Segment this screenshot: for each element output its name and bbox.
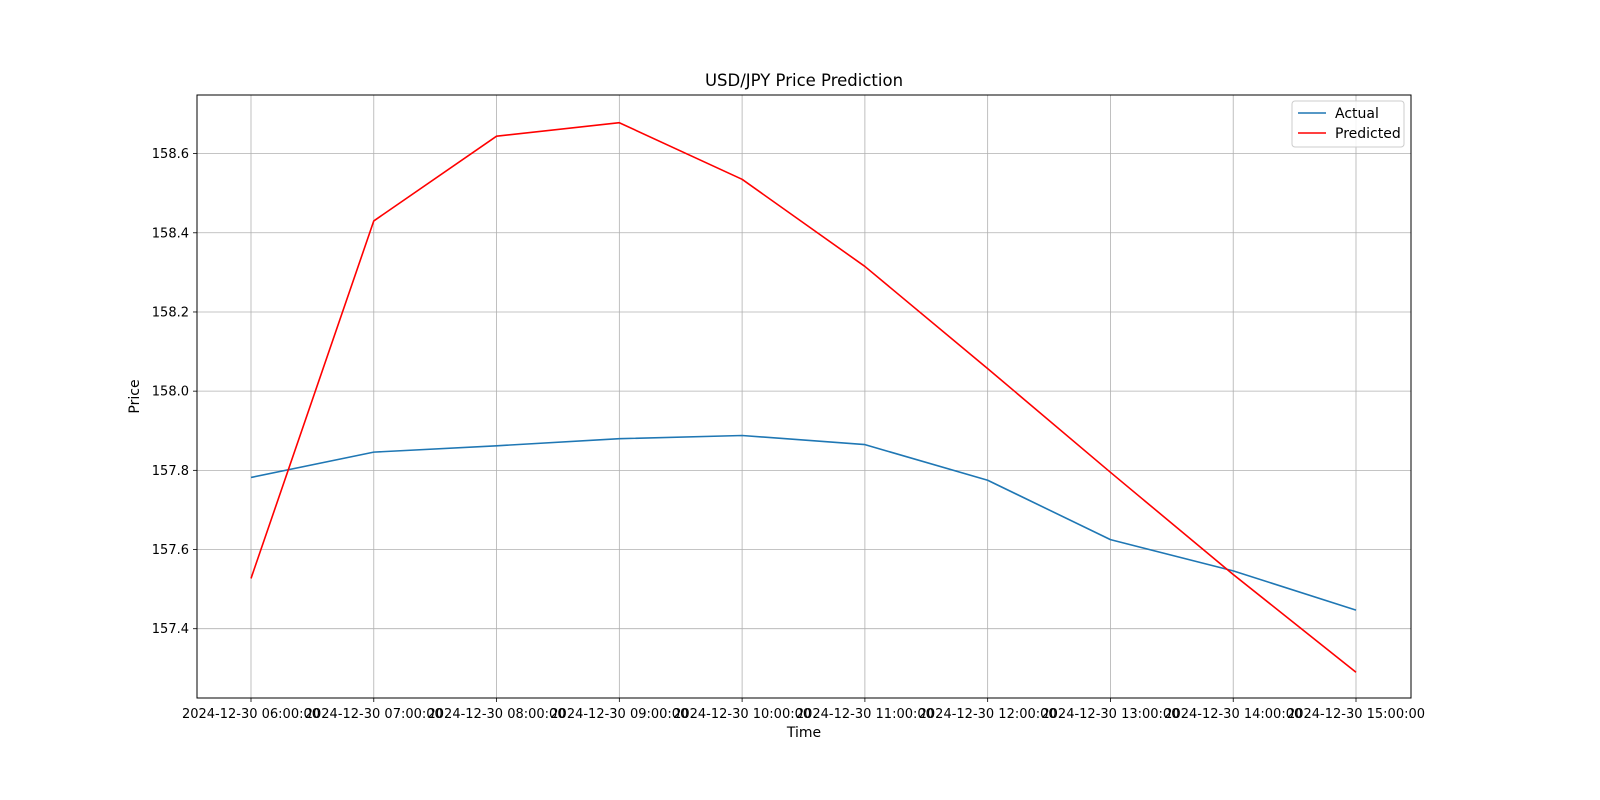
x-tick-label: 2024-12-30 08:00:00 — [428, 707, 566, 722]
legend: Actual Predicted — [1291, 100, 1405, 148]
grid-lines — [197, 95, 1411, 698]
x-tick-label: 2024-12-30 15:00:00 — [1287, 707, 1425, 722]
x-tick-label: 2024-12-30 11:00:00 — [796, 707, 934, 722]
y-tick-label: 158.4 — [152, 226, 189, 241]
y-axis-ticks: 157.4 157.6 157.8 158.0 158.2 158.4 158.6 — [152, 147, 197, 637]
x-tick-label: 2024-12-30 14:00:00 — [1164, 707, 1302, 722]
y-tick-label: 157.8 — [152, 464, 189, 479]
x-tick-label: 2024-12-30 10:00:00 — [673, 707, 811, 722]
y-tick-label: 158.2 — [152, 305, 189, 320]
y-tick-label: 158.6 — [152, 147, 189, 162]
series-lines — [250, 121, 1357, 673]
x-tick-label: 2024-12-30 12:00:00 — [919, 707, 1057, 722]
x-tick-label: 2024-12-30 06:00:00 — [182, 707, 320, 722]
chart-title: USD/JPY Price Prediction — [705, 71, 903, 90]
y-tick-label: 157.4 — [152, 622, 189, 637]
legend-label-actual: Actual — [1335, 106, 1379, 122]
series-line-predicted — [250, 121, 1357, 673]
x-axis-title: Time — [786, 725, 821, 741]
series-line-actual — [250, 434, 1357, 611]
x-tick-label: 2024-12-30 13:00:00 — [1041, 707, 1179, 722]
y-tick-label: 158.0 — [152, 385, 189, 400]
y-tick-label: 157.6 — [152, 543, 189, 558]
plot-frame — [196, 94, 1412, 699]
x-tick-label: 2024-12-30 07:00:00 — [305, 707, 443, 722]
y-axis-title: Price — [127, 379, 143, 413]
legend-label-predicted: Predicted — [1335, 126, 1401, 142]
x-tick-label: 2024-12-30 09:00:00 — [550, 707, 688, 722]
